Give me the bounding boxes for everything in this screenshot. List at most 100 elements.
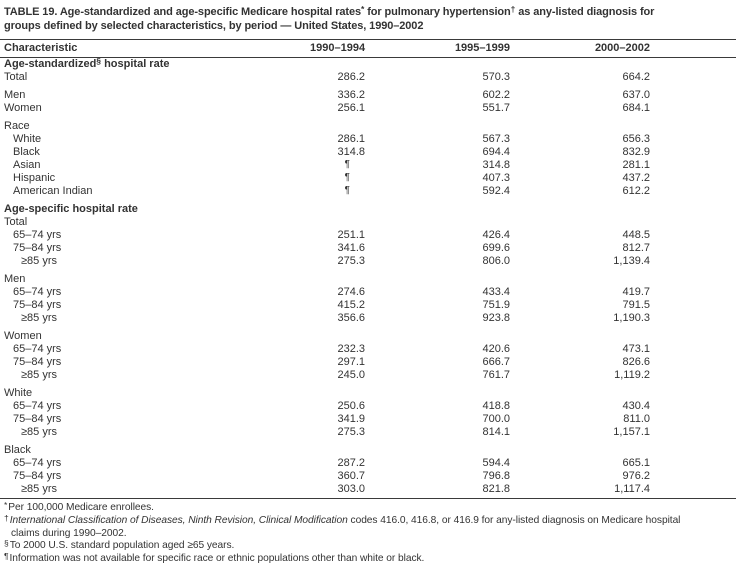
table-row: Total bbox=[0, 216, 736, 229]
cell-value: 415.2 bbox=[337, 299, 365, 311]
cell-value: 426.4 bbox=[482, 229, 510, 241]
cell-value bbox=[310, 439, 365, 457]
cell-value: 419.7 bbox=[622, 286, 650, 298]
cell-value bbox=[510, 325, 736, 343]
row-label: Total bbox=[4, 216, 28, 228]
cell-value: 656.3 bbox=[622, 133, 650, 145]
cell-value: 407.3 bbox=[482, 172, 510, 184]
cell-value bbox=[510, 115, 736, 133]
cell-value: 433.4 bbox=[482, 286, 510, 298]
table-row: 75–84 yrs 415.2 751.9 791.5 bbox=[0, 299, 736, 312]
cell-value: 684.1 bbox=[622, 102, 650, 114]
cell-value: 274.6 bbox=[337, 286, 365, 298]
table-row: Women 256.1 551.7 684.1 bbox=[0, 102, 736, 115]
cell-value: 821.8 bbox=[482, 483, 510, 495]
cell-value: 751.9 bbox=[482, 299, 510, 311]
footnote-marker: † bbox=[4, 512, 9, 523]
cell-value bbox=[310, 115, 365, 133]
table-row: Women bbox=[0, 325, 736, 343]
cell-value bbox=[310, 325, 365, 343]
cell-value bbox=[365, 216, 510, 229]
cell-value: 473.1 bbox=[622, 343, 650, 355]
row-label: 75–84 yrs bbox=[13, 413, 62, 425]
cell-value: 250.6 bbox=[337, 400, 365, 412]
table-row: ≥85 yrs 275.3 806.0 1,139.4 bbox=[0, 255, 736, 268]
row-label: 65–74 yrs bbox=[13, 229, 62, 241]
cell-value: 570.3 bbox=[482, 71, 510, 83]
table-row: Hispanic ¶ 407.3 437.2 bbox=[0, 172, 736, 185]
cell-value: 812.7 bbox=[622, 242, 650, 254]
cell-value: 811.0 bbox=[623, 413, 650, 425]
cell-value: 256.1 bbox=[337, 102, 365, 114]
cell-value: 612.2 bbox=[622, 185, 650, 197]
table-row: 65–74 yrs 232.3 420.6 473.1 bbox=[0, 343, 736, 356]
table-row: ≥85 yrs 245.0 761.7 1,119.2 bbox=[0, 369, 736, 382]
header-row: Characteristic 1990–1994 1995–1999 2000–… bbox=[0, 39, 736, 58]
cell-value: 826.6 bbox=[622, 356, 650, 368]
cell-value bbox=[310, 198, 365, 216]
row-label: 65–74 yrs bbox=[13, 343, 62, 355]
row-label: 75–84 yrs bbox=[13, 299, 62, 311]
cell-value: 806.0 bbox=[482, 255, 510, 267]
cell-value: 287.2 bbox=[337, 457, 365, 469]
row-label: White bbox=[13, 133, 42, 145]
table-row: ≥85 yrs 303.0 821.8 1,117.4 bbox=[0, 483, 736, 496]
cell-value: 1,157.1 bbox=[613, 426, 650, 438]
table-row: Asian ¶ 314.8 281.1 bbox=[0, 159, 736, 172]
cell-value bbox=[310, 268, 365, 286]
row-label: White bbox=[4, 387, 33, 399]
row-label: ≥85 yrs bbox=[21, 312, 57, 324]
cell-value: 594.4 bbox=[482, 457, 510, 469]
row-label: 65–74 yrs bbox=[13, 457, 62, 469]
cell-value bbox=[365, 58, 510, 72]
cell-value: 1,139.4 bbox=[613, 255, 650, 267]
footnotes: *Per 100,000 Medicare enrollees. †Interna… bbox=[0, 498, 736, 566]
table-row: 75–84 yrs 297.1 666.7 826.6 bbox=[0, 356, 736, 369]
cell-value bbox=[510, 382, 736, 400]
cell-value: 1,190.3 bbox=[613, 312, 650, 324]
table-row: American Indian ¶ 592.4 612.2 bbox=[0, 185, 736, 198]
cell-value: 694.4 bbox=[482, 146, 510, 158]
medicare-rates-table: Characteristic 1990–1994 1995–1999 2000–… bbox=[0, 39, 736, 496]
row-label: ≥85 yrs bbox=[21, 255, 57, 267]
cell-value: 1,117.4 bbox=[614, 483, 650, 495]
cell-value: 232.3 bbox=[337, 343, 365, 355]
table-row: Total 286.2 570.3 664.2 bbox=[0, 71, 736, 84]
not-available-marker: ¶ bbox=[344, 185, 350, 196]
row-label: Women bbox=[4, 102, 42, 114]
not-available-marker: ¶ bbox=[344, 159, 350, 170]
column-header-characteristic: Characteristic bbox=[0, 39, 310, 58]
row-label: Age-standardized§ hospital rate bbox=[4, 57, 170, 71]
table-row: Men bbox=[0, 268, 736, 286]
cell-value: 700.0 bbox=[482, 413, 510, 425]
cell-value bbox=[365, 382, 510, 400]
cell-value: 314.8 bbox=[482, 159, 510, 171]
cell-value: 448.5 bbox=[622, 229, 650, 241]
table-row: ≥85 yrs 275.3 814.1 1,157.1 bbox=[0, 426, 736, 439]
cell-value: 430.4 bbox=[622, 400, 650, 412]
row-label: Total bbox=[4, 71, 28, 83]
row-label: Women bbox=[4, 330, 42, 342]
table-row: 65–74 yrs 274.6 433.4 419.7 bbox=[0, 286, 736, 299]
cell-value: ¶ bbox=[310, 185, 365, 198]
footnote-marker: * bbox=[4, 500, 8, 510]
table-row: Race bbox=[0, 115, 736, 133]
cell-value bbox=[365, 439, 510, 457]
cell-value: 791.5 bbox=[622, 299, 650, 311]
row-label: Race bbox=[4, 120, 30, 132]
cell-value: 567.3 bbox=[482, 133, 510, 145]
row-label: 65–74 yrs bbox=[13, 286, 62, 298]
cell-value: 814.1 bbox=[482, 426, 510, 438]
cell-value bbox=[510, 439, 736, 457]
cell-value: ¶ bbox=[310, 159, 365, 172]
row-label: ≥85 yrs bbox=[21, 483, 57, 495]
table-row: Men 336.2 602.2 637.0 bbox=[0, 84, 736, 102]
cell-value: 286.2 bbox=[337, 71, 365, 83]
cell-value bbox=[510, 198, 736, 216]
footnote-marker: § bbox=[4, 538, 9, 549]
footnote-marker: * bbox=[361, 4, 365, 14]
cell-value bbox=[310, 58, 365, 72]
cell-value: ¶ bbox=[310, 172, 365, 185]
cell-value: 420.6 bbox=[482, 343, 510, 355]
table-title: TABLE 19. Age-standardized and age-speci… bbox=[4, 4, 655, 32]
